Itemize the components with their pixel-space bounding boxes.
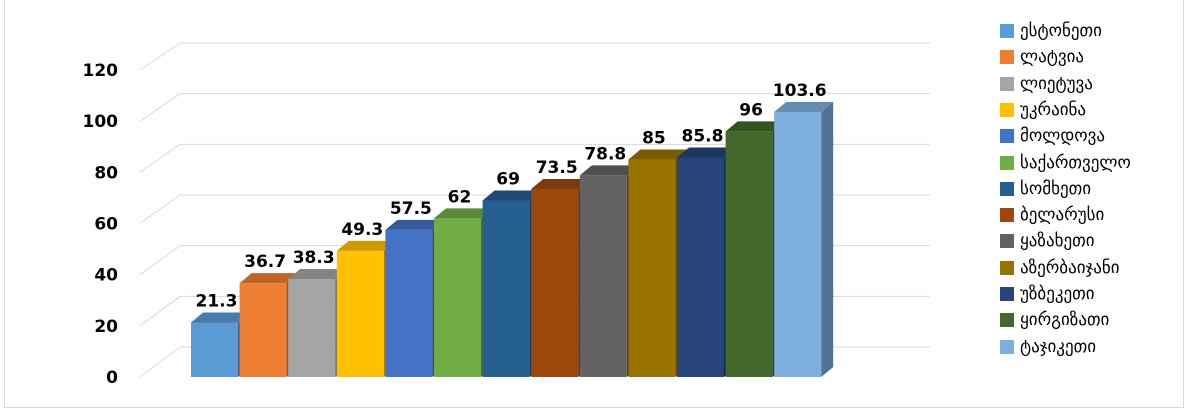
legend-swatch	[1000, 181, 1014, 196]
bar-top	[239, 273, 299, 284]
bar-front	[531, 188, 579, 377]
bar-top	[385, 219, 445, 230]
bar-front	[239, 283, 287, 377]
legend-label: აზერბაიჯანი	[1020, 257, 1120, 278]
bar-top	[774, 101, 834, 112]
data-label: 38.3	[293, 248, 335, 268]
legend-item: ყაზახეთი	[1000, 230, 1095, 252]
gridline-diagonal	[139, 194, 181, 224]
bar-front	[434, 218, 481, 377]
y-tick-label: 20	[94, 317, 118, 337]
bar-top	[336, 240, 396, 251]
legend-swatch	[1000, 76, 1014, 91]
bar-front	[336, 250, 384, 377]
legend-item: სომხეთი	[1000, 178, 1091, 200]
bar	[774, 101, 834, 377]
data-label: 49.3	[341, 220, 383, 240]
legend-label: მოლდოვა	[1020, 126, 1105, 147]
gridline-diagonal	[139, 42, 181, 71]
gridline-diagonal	[139, 93, 181, 122]
legend-label: უზბეკეთი	[1020, 284, 1095, 304]
data-label: 103.6	[773, 81, 827, 101]
data-label: 57.5	[390, 199, 432, 219]
bar-front	[385, 229, 433, 377]
data-label: 21.3	[196, 292, 238, 312]
bar-top	[191, 312, 250, 323]
data-label: 96	[739, 100, 763, 120]
legend-label: ლატვია	[1020, 47, 1084, 68]
bar-front	[677, 157, 724, 377]
y-tick-label: 120	[83, 61, 119, 81]
legend-swatch	[1000, 50, 1014, 65]
bar-front	[579, 175, 627, 377]
legend-item: საქართველო	[1000, 152, 1131, 174]
data-label: 85.8	[682, 126, 724, 146]
legend-label: ყირგიზათი	[1020, 310, 1110, 331]
bar-top	[482, 190, 542, 201]
legend-label: ესტონეთი	[1020, 21, 1102, 41]
bar-front	[191, 322, 238, 377]
legend-item: მოლდოვა	[1000, 125, 1105, 147]
legend-item: ესტონეთი	[1000, 20, 1102, 42]
bar-top	[677, 147, 736, 158]
y-tick-label: 0	[106, 368, 118, 388]
bar-side	[821, 101, 834, 377]
bar-front	[482, 200, 530, 377]
bar-front	[725, 131, 773, 377]
legend-item: ლატვია	[1000, 46, 1084, 68]
bar-top	[579, 165, 639, 176]
bar-top	[725, 121, 785, 132]
legend-swatch	[1000, 313, 1014, 328]
data-label: 36.7	[244, 252, 286, 272]
data-label: 62	[448, 187, 472, 207]
bar-front	[774, 111, 822, 377]
gridline-diagonal	[139, 143, 181, 173]
legend-swatch	[1000, 129, 1014, 144]
legend-swatch	[1000, 260, 1014, 275]
y-tick-label: 100	[83, 112, 119, 132]
data-label: 69	[496, 169, 520, 189]
data-label: 85	[642, 129, 666, 149]
legend-label: ტაჯიკეთი	[1020, 336, 1096, 357]
legend-label: სომხეთი	[1020, 178, 1092, 199]
data-label: 78.8	[584, 144, 626, 164]
legend-item: ყირგიზათი	[1000, 309, 1109, 331]
legend-label: საქართველო	[1020, 152, 1131, 173]
legend-item: ლიეტუვა	[1000, 73, 1093, 95]
legend-label: უკრაინა	[1020, 99, 1087, 120]
legend-item: ტაჯიკეთი	[1000, 336, 1096, 358]
y-tick-label: 80	[94, 163, 118, 183]
legend-swatch	[1000, 24, 1014, 38]
bar-top	[434, 208, 493, 219]
legend-swatch	[1000, 287, 1014, 301]
bar-top	[288, 269, 348, 280]
legend-item: აზერბაიჯანი	[1000, 257, 1120, 279]
legend-label: ყაზახეთი	[1020, 231, 1095, 252]
legend-swatch	[1000, 155, 1014, 170]
legend-swatch	[1000, 339, 1014, 354]
legend-item: უკრაინა	[1000, 99, 1086, 121]
gridline-diagonal	[139, 295, 181, 327]
bar-top	[531, 178, 591, 189]
bar-front	[288, 279, 336, 377]
bar-top	[628, 149, 688, 160]
y-tick-label: 40	[94, 266, 118, 286]
legend-swatch	[1000, 234, 1014, 249]
legend-item: უზბეკეთი	[1000, 283, 1095, 305]
data-label: 73.5	[536, 158, 578, 178]
legend-swatch	[1000, 208, 1014, 223]
y-tick-label: 60	[94, 215, 118, 235]
bars	[191, 101, 834, 378]
legend-label: ბელარუსი	[1020, 205, 1105, 226]
bar-front	[628, 159, 676, 377]
legend-label: ლიეტუვა	[1020, 73, 1093, 94]
legend-swatch	[1000, 102, 1014, 117]
legend-item: ბელარუსი	[1000, 204, 1104, 226]
gridline-diagonal	[139, 245, 181, 276]
gridline-diagonal	[139, 346, 181, 378]
